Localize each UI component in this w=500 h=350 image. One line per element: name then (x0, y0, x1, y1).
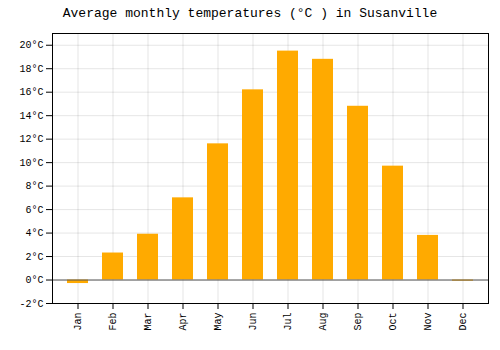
svg-text:Jun: Jun (248, 313, 259, 331)
svg-text:Mar: Mar (143, 313, 154, 331)
svg-text:2°C: 2°C (25, 252, 43, 263)
svg-text:Aug: Aug (318, 313, 329, 331)
svg-text:10°C: 10°C (19, 158, 43, 169)
svg-text:12°C: 12°C (19, 134, 43, 145)
svg-text:8°C: 8°C (25, 181, 43, 192)
svg-text:Nov: Nov (423, 313, 434, 331)
svg-text:Jul: Jul (283, 313, 294, 331)
svg-text:18°C: 18°C (19, 64, 43, 75)
svg-text:0°C: 0°C (25, 275, 43, 286)
svg-text:Dec: Dec (458, 313, 469, 331)
svg-text:20°C: 20°C (19, 40, 43, 51)
html-text:Average monthly temperatures (: Average monthly temperatures (°C ) in Su… (62, 6, 438, 21)
svg-text:-2°C: -2°C (19, 299, 43, 310)
svg-text:14°C: 14°C (19, 111, 43, 122)
svg-text:6°C: 6°C (25, 205, 43, 216)
svg-text:Feb: Feb (108, 313, 119, 331)
svg-text:Oct: Oct (388, 313, 399, 331)
svg-text:May: May (213, 313, 224, 331)
svg-text:16°C: 16°C (19, 87, 43, 98)
svg-text:Jan: Jan (73, 313, 84, 331)
svg-text:Apr: Apr (178, 313, 189, 331)
svg-text:4°C: 4°C (25, 228, 43, 239)
svg-text:Sep: Sep (353, 313, 364, 331)
